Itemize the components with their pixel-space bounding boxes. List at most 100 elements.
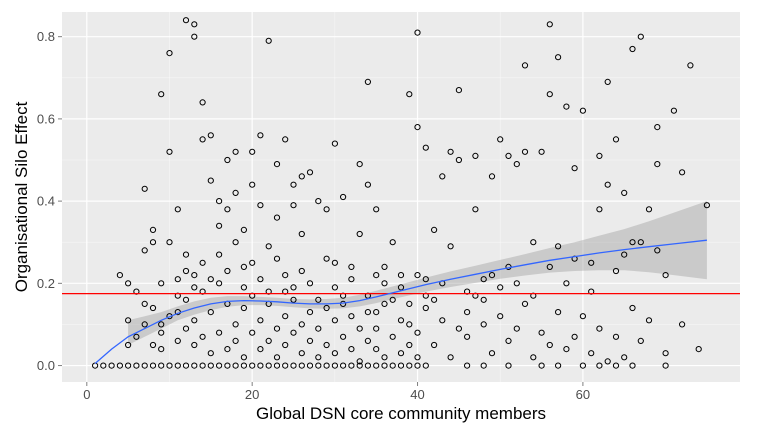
data-point [249, 148, 256, 155]
data-point [521, 62, 529, 69]
data-point [431, 296, 438, 303]
data-point [191, 362, 198, 369]
data-point [182, 17, 190, 24]
data-point [216, 198, 223, 205]
data-point [389, 362, 396, 369]
data-point [364, 362, 371, 369]
data-point [472, 152, 479, 159]
data-point [199, 136, 206, 143]
x-axis-title: Global DSN core community members [256, 404, 546, 423]
data-point [447, 354, 454, 361]
data-point [182, 362, 190, 369]
data-point [588, 350, 595, 357]
data-point [174, 337, 181, 344]
data-point [125, 341, 132, 349]
data-point [571, 333, 578, 340]
data-point [108, 362, 115, 369]
data-point [629, 304, 636, 312]
data-point [662, 350, 669, 357]
data-point [323, 304, 330, 312]
data-point [579, 313, 587, 320]
data-point [654, 161, 661, 168]
data-point [141, 300, 148, 307]
data-point [331, 350, 338, 357]
data-point [480, 296, 487, 303]
data-point [224, 206, 231, 213]
data-point [182, 267, 190, 275]
y-tick-label: 0.4 [37, 194, 55, 209]
data-point [191, 272, 198, 279]
data-point [397, 350, 405, 357]
data-point [513, 161, 520, 168]
data-point [637, 33, 644, 40]
data-point [439, 317, 446, 324]
data-point [158, 91, 165, 98]
data-point [497, 313, 504, 320]
data-point [497, 136, 504, 143]
data-point [381, 354, 388, 361]
x-tick-label: 20 [245, 387, 259, 402]
data-point [340, 193, 347, 201]
data-point [298, 267, 305, 275]
data-point [348, 346, 355, 353]
data-point [174, 362, 181, 369]
data-point [240, 362, 247, 369]
data-point [216, 222, 223, 229]
data-point [273, 255, 281, 262]
data-point [596, 325, 603, 332]
data-point [546, 21, 553, 28]
data-point [414, 272, 421, 279]
data-point [447, 243, 454, 250]
data-point [166, 239, 173, 246]
data-point [431, 226, 438, 233]
data-point [447, 148, 454, 155]
data-point [621, 251, 628, 258]
data-point [679, 321, 686, 328]
data-point [331, 317, 338, 324]
data-point [629, 45, 636, 53]
data-point [257, 317, 264, 324]
y-tick-label: 0.8 [37, 29, 55, 44]
data-point [364, 337, 371, 344]
data-point [604, 181, 611, 188]
data-point [141, 185, 148, 192]
data-point [546, 263, 553, 270]
data-point [182, 325, 190, 332]
data-point [629, 362, 636, 369]
data-point [480, 362, 487, 369]
data-point [645, 206, 653, 213]
data-point [679, 169, 686, 176]
data-point [662, 272, 669, 279]
data-point [455, 156, 462, 164]
data-point [207, 132, 214, 139]
data-point [199, 362, 206, 369]
data-point [488, 272, 496, 279]
data-point [381, 263, 388, 270]
data-point [381, 280, 388, 287]
data-point [315, 354, 322, 361]
data-point [555, 54, 562, 61]
data-point [191, 21, 198, 28]
data-point [596, 362, 603, 369]
data-point [240, 354, 247, 361]
data-point [273, 362, 281, 369]
data-point [356, 161, 363, 168]
data-point [340, 362, 347, 369]
data-point [306, 362, 314, 369]
data-point [464, 362, 471, 369]
data-point [612, 362, 620, 369]
data-point [612, 333, 620, 340]
data-point [637, 239, 644, 246]
data-point [340, 333, 347, 340]
data-point [521, 148, 529, 155]
data-point [356, 230, 363, 238]
data-point [455, 87, 462, 94]
data-point [422, 362, 429, 369]
data-point [637, 337, 644, 344]
data-point [348, 276, 355, 283]
data-point [513, 325, 520, 332]
data-point [265, 362, 272, 369]
data-point [257, 276, 264, 283]
data-point [315, 362, 322, 369]
